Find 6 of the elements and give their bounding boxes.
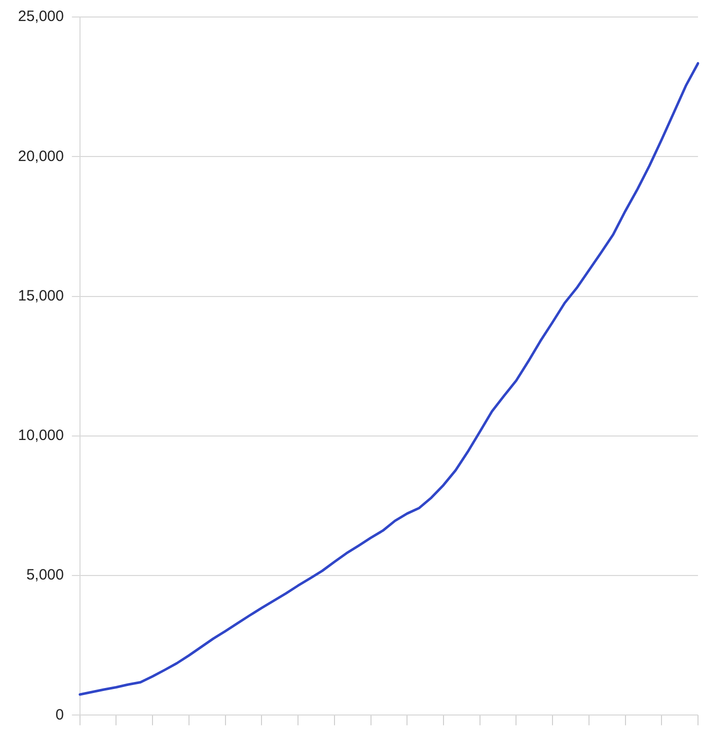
y-tick-label: 0 bbox=[56, 706, 64, 724]
y-tick-label: 10,000 bbox=[18, 427, 64, 444]
y-tick-label: 25,000 bbox=[18, 8, 64, 26]
y-tick-label: 5,000 bbox=[26, 566, 64, 584]
y-tick-label: 20,000 bbox=[18, 148, 64, 165]
y-tick-label: 15,000 bbox=[18, 287, 64, 304]
